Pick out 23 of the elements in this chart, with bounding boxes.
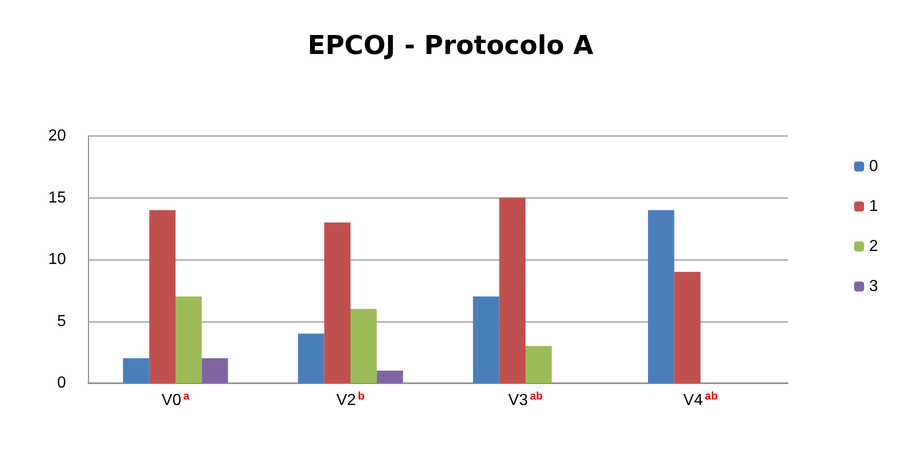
legend-label: 2 [869, 238, 878, 255]
bar [376, 370, 403, 383]
legend-label: 0 [869, 158, 878, 175]
y-tick-label: 5 [57, 312, 66, 330]
bar [176, 296, 202, 383]
y-tick-label: 0 [57, 374, 66, 392]
bar [350, 308, 377, 383]
bar [499, 198, 526, 383]
bar [648, 210, 674, 383]
legend-label: 1 [869, 198, 878, 215]
bar [123, 358, 150, 383]
bar [149, 210, 176, 383]
y-tick-label: 20 [48, 128, 66, 144]
y-tick-label: 10 [48, 251, 66, 268]
bar [202, 358, 228, 383]
bar [473, 296, 500, 383]
chart-title: EPCOJ - Protocolo A [308, 31, 594, 61]
bar [324, 222, 350, 383]
y-tick-label: 15 [48, 189, 66, 206]
bar [298, 334, 324, 383]
bar [526, 346, 552, 383]
legend-label: 3 [869, 278, 878, 295]
bar [674, 272, 700, 383]
